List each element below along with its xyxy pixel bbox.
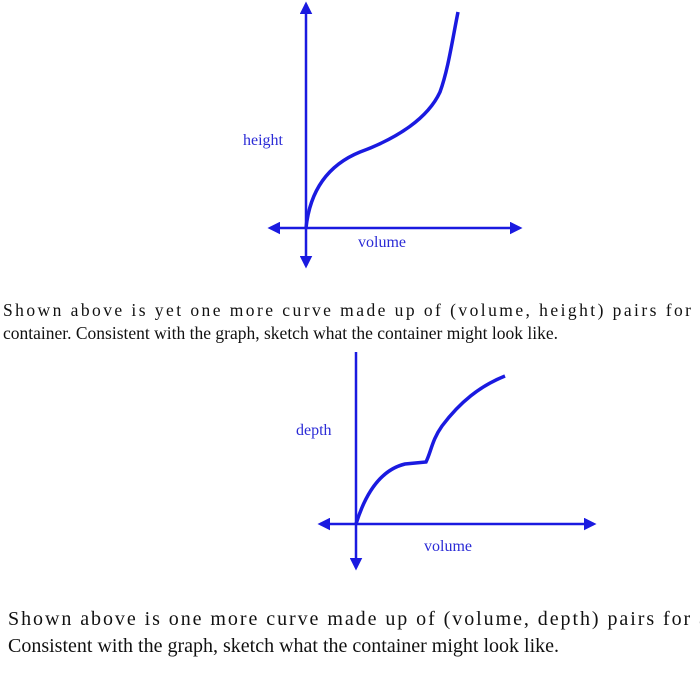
y-label: height — [243, 132, 284, 149]
caption-line: container. Consistent with the graph, sk… — [3, 323, 558, 343]
figure-1: height volume Shown above is yet one mor… — [3, 1, 700, 343]
x-label: volume — [424, 538, 472, 555]
caption-line: Shown above is one more curve made up of… — [8, 608, 700, 630]
caption-line: Shown above is yet one more curve made u… — [3, 300, 700, 320]
caption-line: Consistent with the graph, sketch what t… — [8, 635, 559, 657]
x-label: volume — [358, 234, 406, 251]
curve — [304, 11, 460, 229]
figure-2: depth volume Shown above is one more cur… — [8, 352, 700, 657]
curve — [354, 374, 506, 525]
y-label: depth — [296, 422, 332, 439]
